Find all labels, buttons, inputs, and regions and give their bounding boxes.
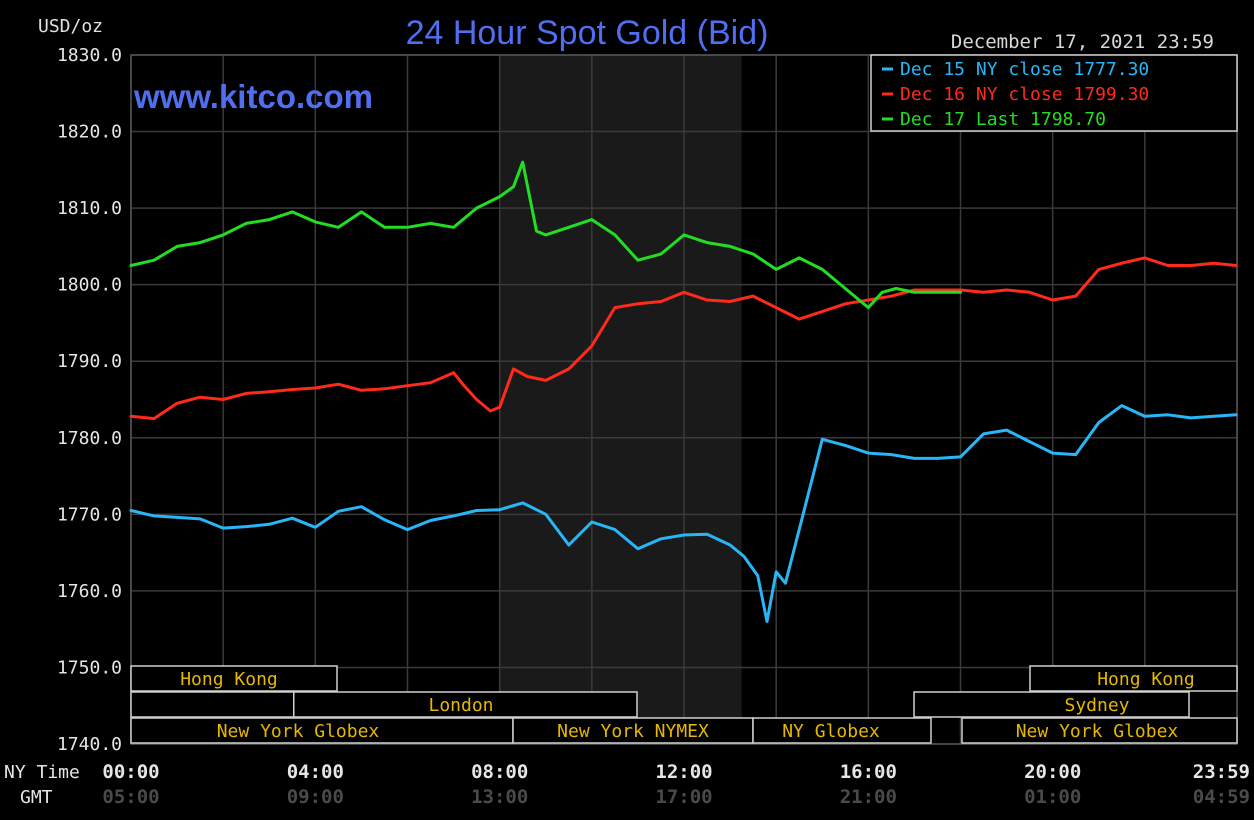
legend-entry: Dec 16 NY close 1799.30 (900, 84, 1149, 105)
market-box-sydney (913, 691, 1190, 718)
market-box-ny-globex-3 (961, 717, 1238, 744)
ny-session-highlight (499, 55, 742, 744)
x-tick-gmt: 17:00 (655, 786, 712, 808)
market-box-ny-globex-2 (752, 717, 932, 744)
x-tick-ny: 23:59 (1193, 761, 1250, 783)
legend-entry: Dec 17 Last 1798.70 (900, 109, 1106, 130)
y-tick-label: 1770.0 (57, 504, 122, 525)
y-tick-label: 1820.0 (57, 122, 122, 143)
y-tick-label: 1810.0 (57, 198, 122, 219)
x-axis-ny-label: NY Time (4, 762, 80, 783)
market-label-ny-globex-2: NY Globex (782, 721, 880, 742)
x-axis-gmt-label: GMT (20, 787, 53, 808)
series-line-3 (129, 160, 962, 310)
market-box-ny-globex (130, 717, 514, 744)
market-box-london (130, 691, 638, 718)
grid (130, 54, 1238, 745)
unit-label: USD/oz (38, 16, 103, 37)
market-label-ny-globex-3: New York Globex (1016, 721, 1179, 742)
market-sessions: Hong Kong Hong Kong London Sydney New Yo… (130, 665, 1238, 744)
market-box-hongkong (130, 665, 338, 692)
x-tick-gmt: 04:59 (1193, 786, 1250, 808)
plot-border (130, 54, 1238, 745)
x-tick-ny: 20:00 (1024, 761, 1081, 783)
y-tick-label: 1790.0 (57, 351, 122, 372)
y-tick-label: 1740.0 (57, 734, 122, 755)
market-box-hongkong-2 (1029, 665, 1238, 692)
series-line-2 (129, 256, 1238, 421)
series-line-1 (129, 404, 1238, 623)
market-label-hongkong-2: Hong Kong (1097, 669, 1195, 690)
x-tick-ny: 00:00 (102, 761, 159, 783)
market-label-hongkong: Hong Kong (180, 669, 278, 690)
market-label-nymex: New York NYMEX (557, 721, 709, 742)
x-tick-gmt: 21:00 (840, 786, 897, 808)
legend-box (870, 54, 1238, 132)
y-tick-label: 1830.0 (57, 45, 122, 66)
date-stamp: December 17, 2021 23:59 (951, 31, 1214, 53)
legend-entry: Dec 15 NY close 1777.30 (900, 59, 1149, 80)
y-axis: 1830.0 1820.0 1810.0 1800.0 1790.0 1780.0 1770… (57, 45, 122, 755)
x-axis: NY Time GMT 00:00 05:00 04:00 09:00 08:00 13:00… (4, 761, 1250, 808)
y-tick-label: 1750.0 (57, 657, 122, 678)
y-tick-label: 1780.0 (57, 428, 122, 449)
price-lines (129, 160, 1238, 623)
x-tick-ny: 08:00 (471, 761, 528, 783)
y-tick-label: 1800.0 (57, 275, 122, 296)
x-tick-ny: 04:00 (287, 761, 344, 783)
x-tick-ny: 16:00 (840, 761, 897, 783)
x-tick-gmt: 05:00 (102, 786, 159, 808)
watermark: www.kitco.com (133, 78, 373, 115)
legend: Dec 15 NY close 1777.30 Dec 16 NY close 1… (882, 59, 1149, 130)
x-tick-gmt: 09:00 (287, 786, 344, 808)
market-label-london: London (428, 695, 493, 716)
market-label-ny-globex: New York Globex (217, 721, 380, 742)
london-divider (293, 692, 295, 717)
chart-title: 24 Hour Spot Gold (Bid) (406, 14, 769, 52)
x-tick-gmt: 01:00 (1024, 786, 1081, 808)
x-tick-ny: 12:00 (655, 761, 712, 783)
x-tick-gmt: 13:00 (471, 786, 528, 808)
y-tick-label: 1760.0 (57, 581, 122, 602)
market-label-sydney: Sydney (1064, 695, 1129, 716)
